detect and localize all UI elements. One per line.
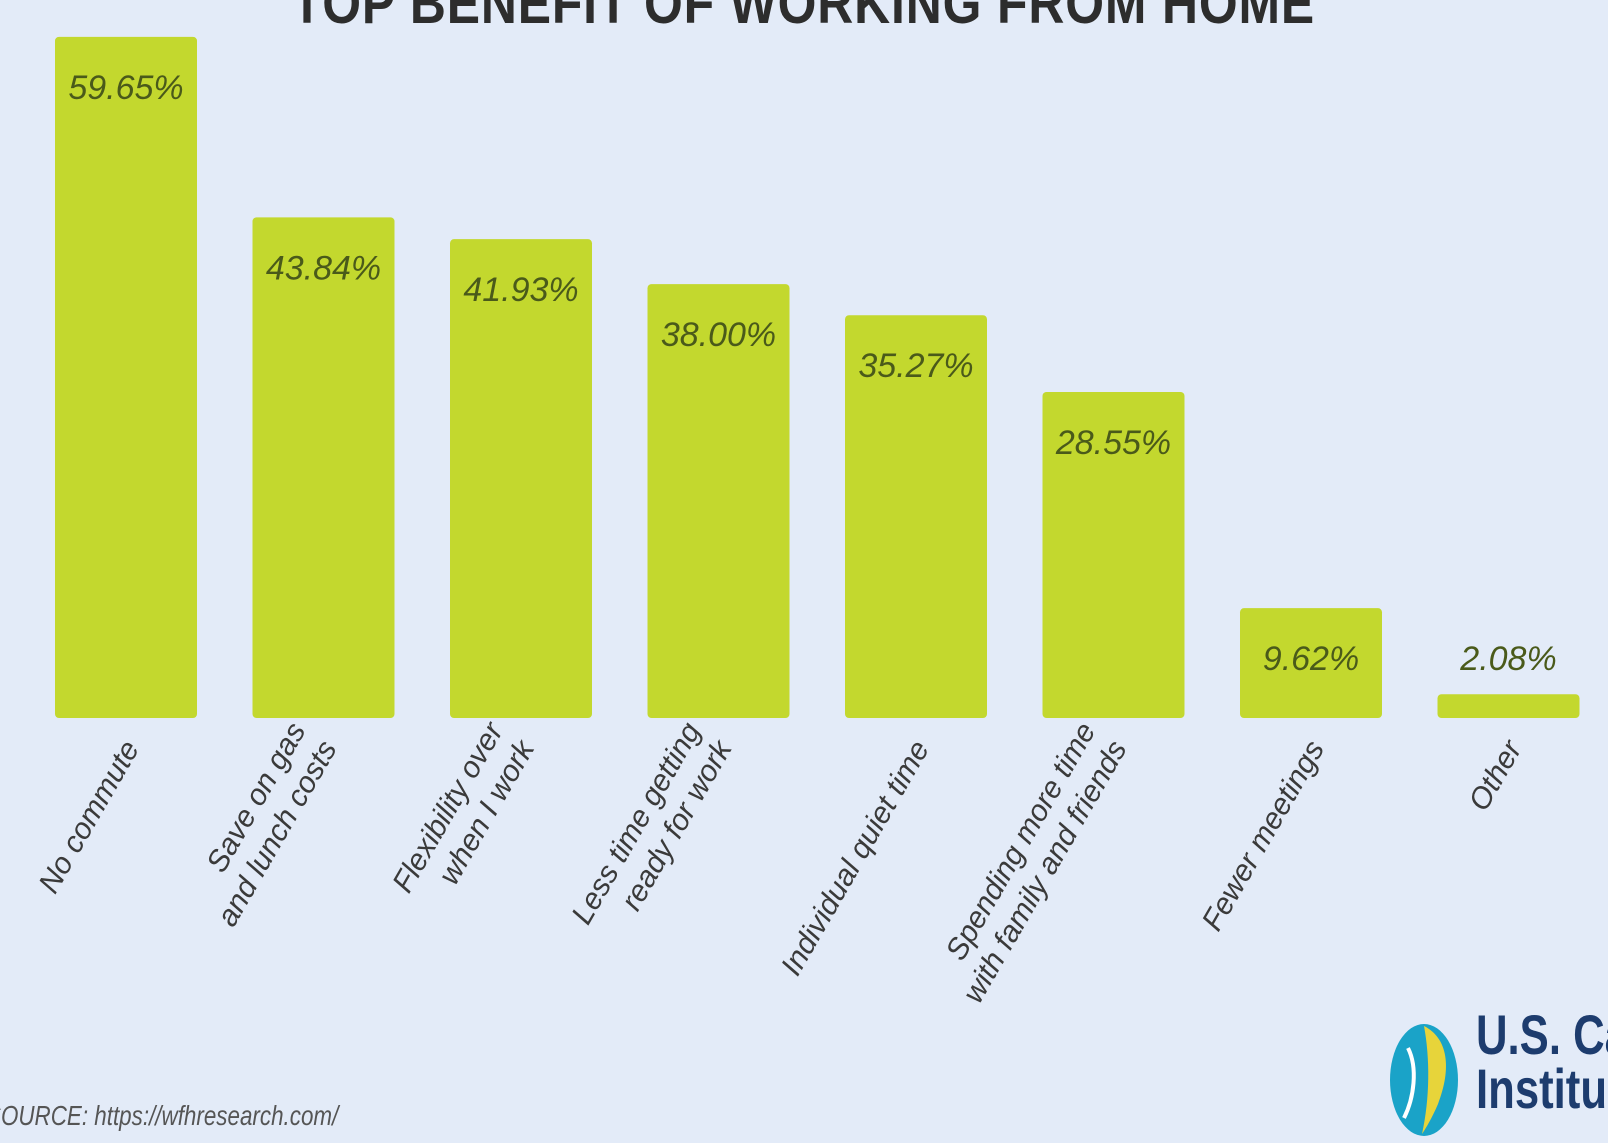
bar: [55, 36, 197, 718]
category-label: Fewer meetings: [1196, 735, 1331, 936]
value-label: 59.65%: [68, 69, 183, 107]
category-label: No commute: [32, 735, 146, 899]
source-note: SOURCE: https://wfhresearch.com/: [0, 1100, 339, 1131]
logo-text: U.S. Ca Institu: [1476, 1003, 1608, 1120]
category-label-line: No commute: [32, 735, 146, 899]
chart-title: TOP BENEFIT OF WORKING FROM HOME: [291, 0, 1316, 36]
bar: [450, 239, 592, 718]
logo-line1: U.S. Ca: [1476, 1003, 1608, 1066]
category-label-line: Other: [1462, 734, 1529, 816]
bar: [1437, 694, 1580, 718]
bar: [845, 315, 987, 718]
category-label: Other: [1462, 734, 1529, 816]
category-label-line: Fewer meetings: [1196, 735, 1331, 936]
value-label: 35.27%: [858, 347, 973, 385]
bar: [647, 284, 790, 718]
value-label: 41.93%: [463, 271, 578, 309]
value-label: 28.55%: [1055, 424, 1171, 462]
value-label: 43.84%: [266, 249, 381, 287]
bar: [1042, 391, 1185, 718]
value-label: 2.08%: [1459, 640, 1556, 678]
bar: [252, 217, 395, 718]
bar: [1240, 608, 1382, 718]
institute-logo: U.S. Ca Institu: [1378, 1003, 1608, 1138]
value-label: 9.62%: [1263, 640, 1359, 678]
category-label-line: Individual quiet time: [775, 735, 936, 981]
category-label: Individual quiet time: [775, 735, 936, 981]
value-label: 38.00%: [661, 316, 776, 354]
logo-line2: Institu: [1476, 1057, 1608, 1120]
globe-icon: [1390, 1024, 1458, 1136]
